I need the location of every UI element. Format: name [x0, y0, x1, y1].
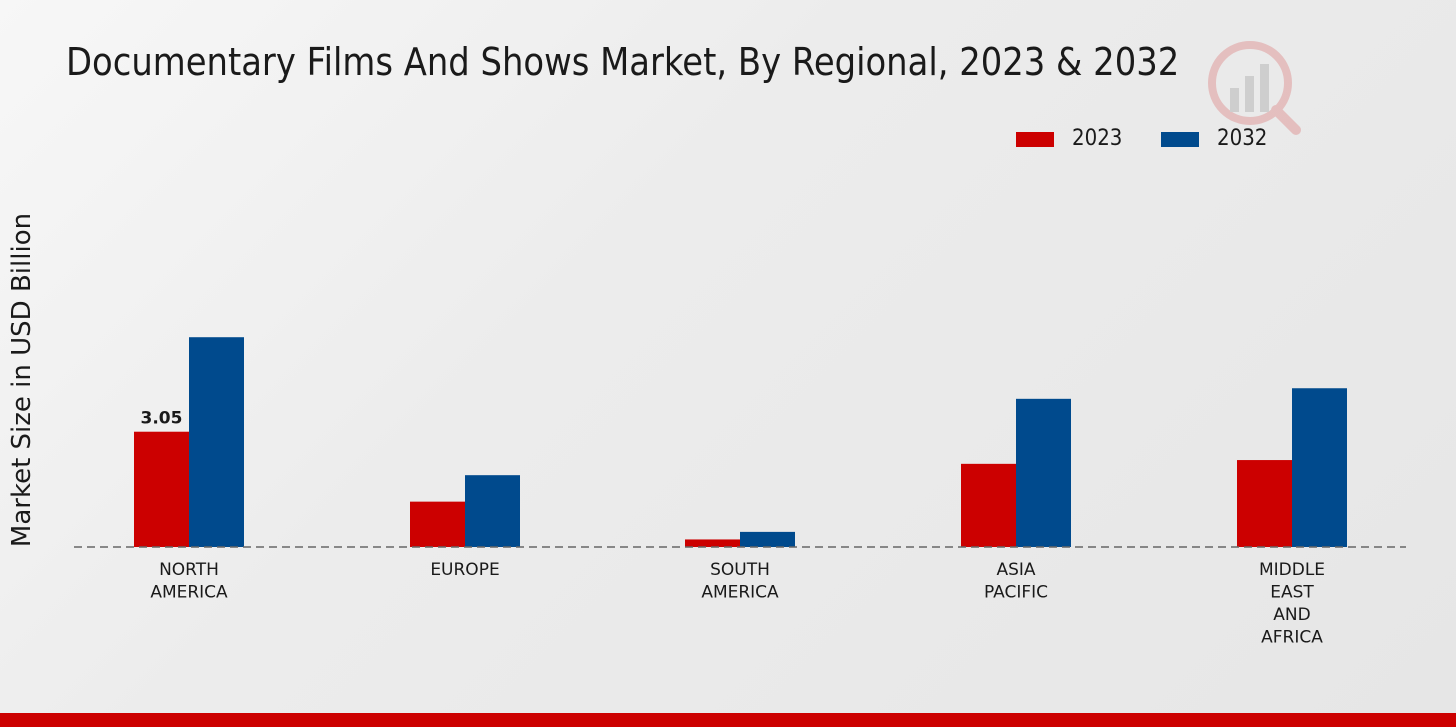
data-label-2023-0: 3.05: [141, 409, 183, 429]
x-tick-label-middle-east-and-africa-2: EAST: [1270, 583, 1314, 603]
legend-swatch-2023: [1016, 132, 1054, 147]
bar-2032-europe: [465, 475, 520, 547]
bar-2023-europe: [410, 501, 465, 547]
bottom-brand-bar: [0, 713, 1456, 727]
x-tick-label-asia-pacific-1: ASIA: [996, 560, 1035, 580]
chart-title: Documentary Films And Shows Market, By R…: [66, 40, 1180, 84]
bar-2032-middle-east-and-africa: [1292, 388, 1347, 547]
x-tick-label-middle-east-and-africa-1: MIDDLE: [1259, 560, 1325, 580]
x-tick-label-south-america-2: AMERICA: [701, 583, 779, 603]
bar-2032-south-america: [740, 531, 795, 547]
x-tick-label-north-america-2: AMERICA: [150, 583, 228, 603]
x-tick-label-north-america-1: NORTH: [159, 560, 219, 580]
x-tick-label-europe-1: EUROPE: [430, 560, 499, 580]
x-tick-label-middle-east-and-africa-4: AFRICA: [1261, 628, 1323, 648]
bar-2032-north-america: [189, 337, 244, 547]
legend-label-2023: 2023: [1072, 126, 1123, 151]
bar-2032-asia-pacific: [1016, 398, 1071, 547]
legend-swatch-2032: [1161, 132, 1199, 147]
x-tick-label-asia-pacific-2: PACIFIC: [984, 583, 1048, 603]
bar-2023-south-america: [685, 539, 740, 547]
x-tick-label-middle-east-and-africa-3: AND: [1273, 605, 1310, 625]
bar-2023-asia-pacific: [961, 463, 1016, 547]
x-tick-label-south-america-1: SOUTH: [710, 560, 770, 580]
legend-label-2032: 2032: [1217, 126, 1268, 151]
bar-2023-middle-east-and-africa: [1237, 460, 1292, 547]
bar-2023-north-america: [134, 431, 189, 547]
mrfr-logo-icon: [1200, 38, 1310, 138]
